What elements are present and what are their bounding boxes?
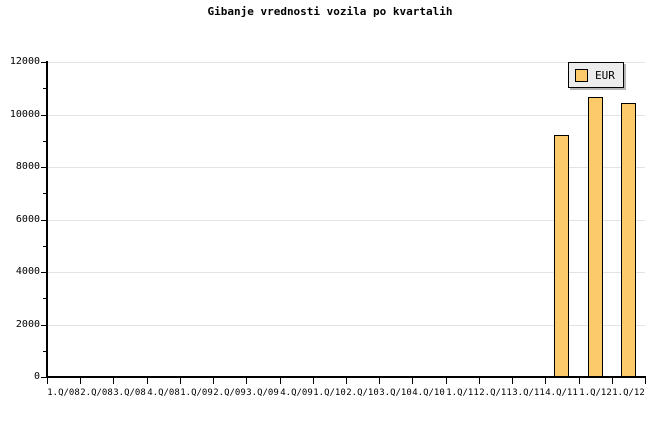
x-tick: [479, 378, 480, 384]
y-tick-major: [41, 115, 47, 116]
x-tick: [47, 378, 48, 384]
y-tick-minor: [43, 193, 47, 194]
x-tick: [446, 378, 447, 384]
y-axis-tick-label: 4000: [15, 266, 40, 277]
x-tick: [579, 378, 580, 384]
y-tick-minor: [43, 141, 47, 142]
y-axis-tick-label: 8000: [15, 161, 40, 172]
x-axis-line: [46, 376, 646, 378]
x-tick: [147, 378, 148, 384]
y-tick-major: [41, 167, 47, 168]
chart-legend[interactable]: EUR: [568, 62, 624, 88]
y-tick-minor: [43, 246, 47, 247]
x-tick: [280, 378, 281, 384]
x-tick: [213, 378, 214, 384]
x-axis-tick-label: 2.Q/11: [479, 388, 512, 398]
x-tick: [80, 378, 81, 384]
x-axis-tick-label: 3.Q/11: [512, 388, 545, 398]
gridline: [47, 167, 645, 168]
y-tick-major: [41, 377, 47, 378]
x-tick: [512, 378, 513, 384]
plot-area: [47, 62, 645, 378]
x-axis-tick-label: 2.Q/08: [80, 388, 113, 398]
y-tick-major: [41, 220, 47, 221]
gridline: [47, 220, 645, 221]
y-tick-major: [41, 62, 47, 63]
y-axis-tick-label: 2000: [15, 319, 40, 330]
x-axis-tick-label: 3.Q/09: [246, 388, 279, 398]
x-tick: [180, 378, 181, 384]
gridline: [47, 115, 645, 116]
y-axis-tick-label: 10000: [9, 109, 40, 120]
x-axis-tick-label: 4.Q/10: [412, 388, 445, 398]
x-tick: [246, 378, 247, 384]
y-axis-tick-label: 6000: [15, 214, 40, 225]
x-tick: [412, 378, 413, 384]
chart-title: Gibanje vrednosti vozila po kvartalih: [207, 5, 453, 18]
y-axis-line: [46, 61, 48, 378]
x-axis-tick-label: 3.Q/10: [379, 388, 412, 398]
x-axis-tick-label: 3.Q/08: [113, 388, 146, 398]
y-tick-major: [41, 325, 47, 326]
x-axis-tick-label: 2.Q/09: [213, 388, 246, 398]
x-axis-tick-label: 2.Q/10: [346, 388, 379, 398]
gridline: [47, 325, 645, 326]
gridline: [47, 62, 645, 63]
x-axis-tick-label: 1.Q/12: [612, 388, 645, 398]
x-axis-tick-label: 1.Q/11: [446, 388, 479, 398]
x-axis-tick-label: 4.Q/11: [545, 388, 578, 398]
legend-label-eur: EUR: [595, 68, 615, 82]
legend-swatch-eur: [575, 68, 588, 82]
bar[interactable]: [588, 97, 603, 378]
gridline: [47, 272, 645, 273]
y-tick-minor: [43, 88, 47, 89]
x-tick: [346, 378, 347, 384]
y-axis-labels: 0 2000 4000 6000 8000 10000 12000: [0, 0, 40, 440]
x-axis-tick-label: 1.Q/09: [180, 388, 213, 398]
x-axis-tick-label: 4.Q/08: [147, 388, 180, 398]
x-tick: [545, 378, 546, 384]
y-tick-minor: [43, 298, 47, 299]
bar[interactable]: [621, 103, 636, 378]
x-axis-tick-label: 4.Q/09: [280, 388, 313, 398]
x-axis-tick-label: 1.Q/12: [579, 388, 612, 398]
y-axis-tick-label: 0: [33, 371, 40, 382]
y-tick-minor: [43, 351, 47, 352]
bar[interactable]: [554, 135, 569, 378]
x-axis-tick-label: 1.Q/08: [47, 388, 80, 398]
y-tick-major: [41, 272, 47, 273]
x-axis-tick-label: 1.Q/10: [313, 388, 346, 398]
x-tick: [645, 378, 646, 384]
x-tick: [113, 378, 114, 384]
x-tick: [379, 378, 380, 384]
y-axis-tick-label: 12000: [9, 56, 40, 67]
x-tick: [313, 378, 314, 384]
x-tick: [612, 378, 613, 384]
